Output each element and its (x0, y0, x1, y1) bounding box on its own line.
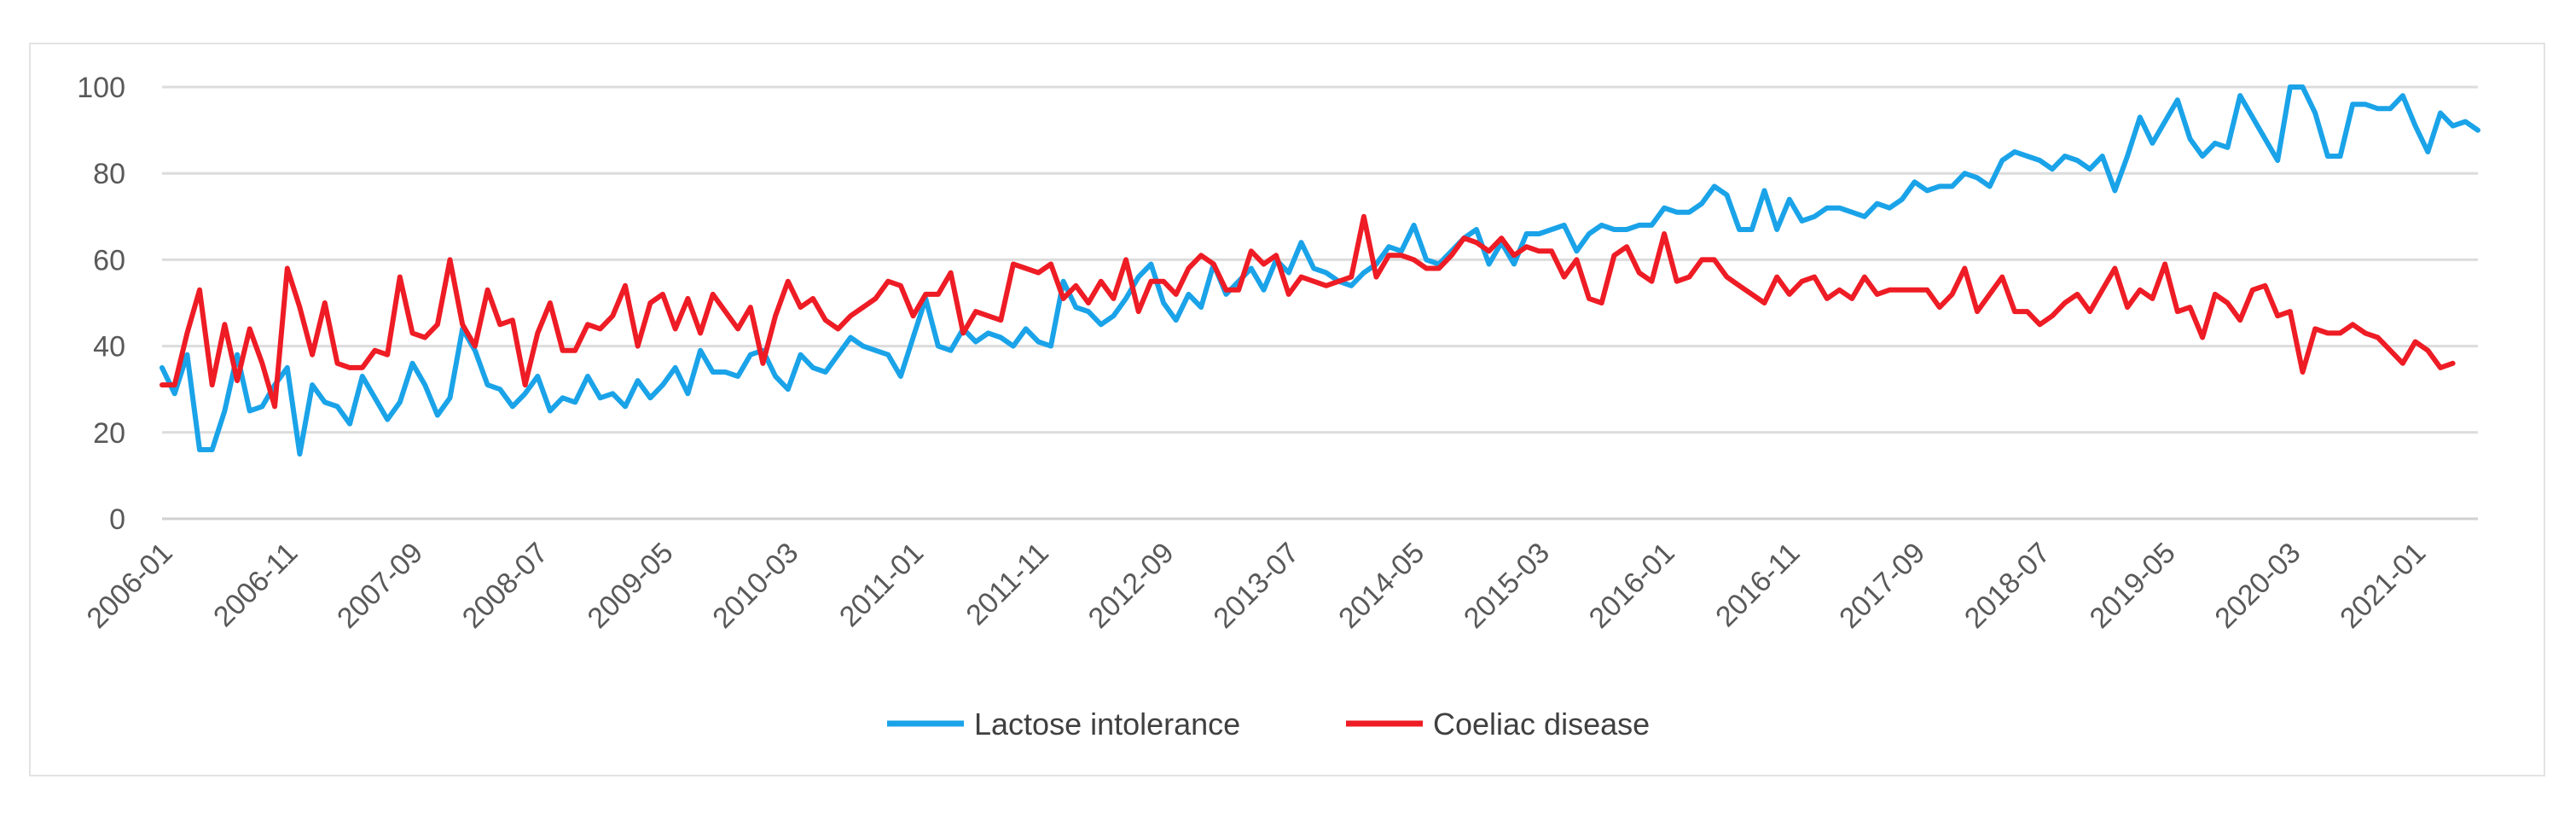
legend-label: Coeliac disease (1433, 707, 1650, 741)
x-axis-ticks: 2006-01 2006-11 2007-09 2008-07 2009-05 2010-… (81, 537, 2433, 635)
y-tick-label: 40 (93, 331, 125, 363)
grid-layer (162, 85, 2478, 520)
x-tick-label: 2014-05 (1332, 537, 1430, 635)
series-layer (160, 84, 2480, 457)
x-tick-label: 2008-07 (456, 537, 554, 635)
legend-label: Lactose intolerance (974, 707, 1240, 741)
x-tick-label: 2016-01 (1583, 537, 1681, 635)
x-tick-label: 2016-11 (1709, 537, 1806, 633)
series-line-coeliac-disease (160, 213, 2456, 410)
x-tick-label: 2012-09 (1082, 537, 1181, 635)
x-tick-label: 2017-09 (1833, 537, 1931, 635)
x-tick-label: 2006-11 (207, 537, 304, 633)
x-tick-label: 2010-03 (706, 537, 804, 635)
y-tick-label: 80 (93, 158, 125, 190)
y-tick-label: 100 (77, 72, 125, 104)
x-tick-label: 2011-01 (833, 537, 930, 633)
x-tick-label: 2018-07 (1958, 537, 2057, 635)
y-tick-label: 20 (93, 417, 125, 450)
x-tick-label: 2009-05 (582, 537, 680, 635)
y-tick-label: 0 (109, 503, 125, 536)
x-tick-label: 2006-01 (81, 537, 179, 635)
legend: Lactose intolerance Coeliac disease (887, 707, 1650, 741)
x-tick-label: 2011-11 (960, 537, 1055, 632)
y-axis-ticks: 0 20 40 60 80 100 (77, 72, 125, 536)
x-tick-label: 2007-09 (331, 537, 429, 635)
x-tick-label: 2015-03 (1458, 537, 1556, 635)
x-tick-label: 2021-01 (2334, 537, 2432, 635)
series-line-lactose-intolerance (160, 84, 2480, 457)
x-tick-label: 2020-03 (2208, 537, 2306, 635)
x-tick-label: 2019-05 (2084, 537, 2182, 635)
y-tick-label: 60 (93, 244, 125, 276)
x-tick-label: 2013-07 (1207, 537, 1305, 635)
